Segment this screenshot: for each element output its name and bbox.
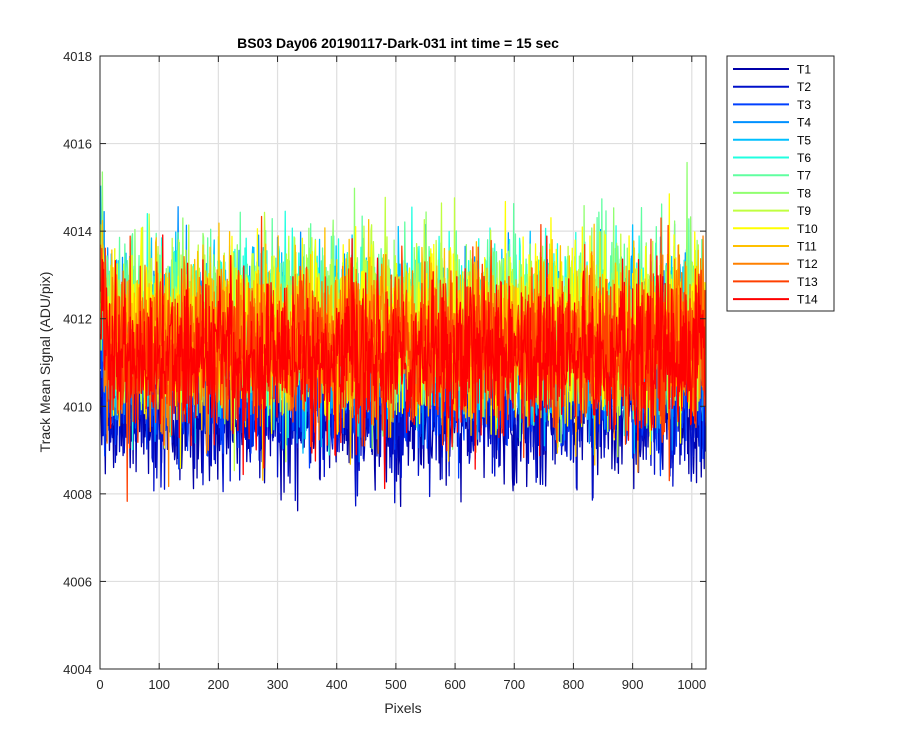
legend-label-t13: T13 bbox=[797, 275, 818, 289]
y-tick-label: 4004 bbox=[63, 662, 92, 677]
series-line-t14 bbox=[100, 234, 706, 490]
legend-label-t4: T4 bbox=[797, 116, 811, 130]
y-axis-label: Track Mean Signal (ADU/pix) bbox=[37, 272, 53, 453]
x-tick-label: 1000 bbox=[677, 677, 706, 692]
y-tick-label: 4018 bbox=[63, 49, 92, 64]
x-tick-label: 400 bbox=[326, 677, 348, 692]
x-tick-label: 100 bbox=[148, 677, 170, 692]
legend-box bbox=[726, 55, 835, 312]
legend-label-t2: T2 bbox=[797, 80, 811, 94]
legend-label-t8: T8 bbox=[797, 186, 811, 200]
y-tick-label: 4008 bbox=[63, 487, 92, 502]
legend: T1 T2 T3 T4 T5 T6 T7 T8 T9 T10 T11 T12 T13 T14 bbox=[726, 55, 835, 312]
legend-label-t9: T9 bbox=[797, 204, 811, 218]
y-tick-label: 4010 bbox=[63, 399, 92, 414]
series-layer bbox=[100, 161, 706, 512]
legend-label-t6: T6 bbox=[797, 151, 811, 165]
axis-ticks: 0 100 200 300 400 500 600 700 800 900 1000 4004 4006… bbox=[63, 49, 706, 692]
legend-label-t7: T7 bbox=[797, 169, 811, 183]
y-tick-label: 4006 bbox=[63, 574, 92, 589]
legend-label-t14: T14 bbox=[797, 293, 818, 307]
legend-label-t11: T11 bbox=[797, 240, 817, 254]
legend-label-t3: T3 bbox=[797, 98, 811, 112]
x-axis-label: Pixels bbox=[384, 700, 421, 716]
x-tick-label: 900 bbox=[622, 677, 644, 692]
y-tick-label: 4014 bbox=[63, 224, 92, 239]
x-tick-label: 600 bbox=[444, 677, 466, 692]
y-tick-label: 4012 bbox=[63, 312, 92, 327]
x-tick-label: 0 bbox=[96, 677, 103, 692]
x-tick-label: 300 bbox=[267, 677, 289, 692]
legend-label-t1: T1 bbox=[797, 63, 811, 77]
plot-frame bbox=[99, 55, 707, 670]
x-tick-label: 200 bbox=[208, 677, 230, 692]
chart-title: BS03 Day06 20190117-Dark-031 int time = … bbox=[237, 35, 559, 51]
x-tick-label: 500 bbox=[385, 677, 407, 692]
legend-label-t5: T5 bbox=[797, 133, 811, 147]
x-tick-label: 800 bbox=[563, 677, 585, 692]
legend-label-t10: T10 bbox=[797, 222, 818, 236]
y-tick-label: 4016 bbox=[63, 137, 92, 152]
x-tick-label: 700 bbox=[503, 677, 525, 692]
legend-label-t12: T12 bbox=[797, 257, 818, 271]
